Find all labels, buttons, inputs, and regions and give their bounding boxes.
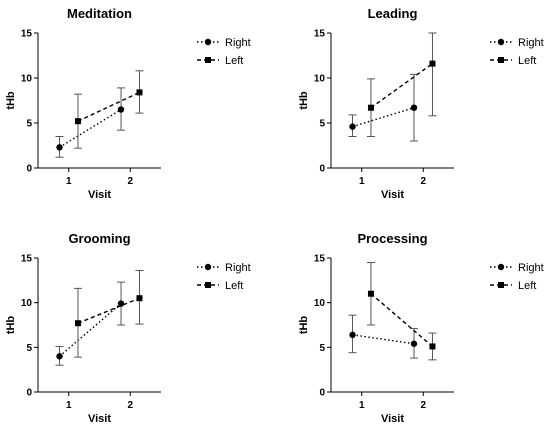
legend-label: Left [225, 280, 243, 292]
chart-title: Grooming [68, 231, 130, 246]
x-tick-label: 2 [420, 400, 426, 411]
series-line [59, 303, 122, 357]
legend: Right Left [197, 262, 251, 292]
legend-label: Left [518, 55, 536, 67]
y-tick-label: 15 [314, 29, 326, 40]
y-tick-label: 5 [26, 343, 32, 354]
x-tick-label: 2 [127, 176, 133, 187]
y-tick-label: 15 [21, 254, 33, 265]
y-tick-label: 0 [26, 388, 32, 399]
legend-label: Left [225, 55, 243, 67]
y-tick-label: 5 [319, 343, 325, 354]
y-tick-label: 10 [314, 74, 326, 85]
series-right [55, 87, 126, 158]
legend-label: Right [518, 37, 544, 49]
y-tick-label: 0 [26, 164, 32, 175]
legend-marker [497, 38, 505, 46]
chart-panel-2: Grooming 0 5 10 15 1 2 Visit tHb Right Left [5, 231, 251, 425]
y-tick-label: 15 [21, 29, 33, 40]
chart-panel-3: Processing 0 5 10 15 1 2 Visit tHb Right Left [298, 231, 544, 425]
x-tick-label: 1 [66, 400, 72, 411]
chart-title: Meditation [67, 6, 132, 21]
data-point [136, 295, 143, 302]
legend-marker [204, 38, 212, 46]
x-axis-label: Visit [88, 413, 111, 425]
series-left [73, 70, 144, 149]
y-tick-label: 0 [319, 164, 325, 175]
chart-title: Leading [368, 6, 418, 21]
y-tick-label: 5 [26, 119, 32, 130]
series-line [352, 107, 415, 128]
legend-label: Right [225, 37, 251, 49]
data-point [410, 340, 418, 347]
x-tick-label: 1 [359, 176, 365, 187]
x-tick-label: 2 [420, 176, 426, 187]
legend-marker [205, 57, 211, 63]
data-point [367, 290, 374, 297]
data-point [136, 89, 143, 96]
y-tick-label: 15 [314, 254, 326, 265]
series-line [370, 293, 433, 347]
data-point [410, 104, 418, 111]
series-line [370, 63, 433, 109]
chart-panel-0: Meditation 0 5 10 15 1 2 Visit tHb Right Left [5, 6, 251, 201]
legend-marker [498, 282, 504, 288]
series-left [366, 32, 437, 137]
x-axis-label: Visit [88, 189, 111, 201]
y-tick-label: 0 [319, 388, 325, 399]
data-point [429, 60, 436, 67]
x-axis-label: Visit [381, 413, 404, 425]
legend-label: Right [518, 262, 544, 274]
series-line [59, 108, 122, 148]
y-axis-label: tHb [5, 91, 17, 110]
chart-panel-1: Leading 0 5 10 15 1 2 Visit tHb Right Left [298, 6, 544, 201]
legend-marker [204, 263, 212, 271]
series-line [352, 334, 415, 345]
y-tick-label: 10 [21, 298, 33, 309]
y-axis-label: tHb [5, 316, 17, 335]
data-point [117, 106, 125, 113]
legend-marker [205, 282, 211, 288]
y-tick-label: 5 [319, 119, 325, 130]
data-point [349, 123, 356, 130]
data-point [349, 331, 356, 339]
legend: Right Left [197, 37, 251, 67]
x-tick-label: 1 [359, 400, 365, 411]
data-point [74, 320, 81, 327]
legend-marker [497, 263, 505, 271]
series-right [348, 73, 419, 142]
x-tick-label: 1 [66, 176, 72, 187]
series-left [366, 261, 437, 361]
series-right [55, 281, 126, 366]
legend-label: Left [518, 280, 536, 292]
series-line [77, 91, 140, 122]
y-axis-label: tHb [298, 316, 310, 335]
data-point [74, 118, 81, 125]
chart-title: Processing [357, 231, 427, 246]
data-point [56, 144, 63, 151]
data-point [56, 353, 63, 360]
series-line [77, 297, 140, 324]
data-point [117, 300, 125, 307]
legend: Right Left [490, 262, 544, 292]
y-axis-label: tHb [298, 91, 310, 110]
series-left [73, 270, 144, 358]
x-axis-label: Visit [381, 189, 404, 201]
legend-label: Right [225, 262, 251, 274]
legend-marker [498, 57, 504, 63]
series-right [348, 314, 419, 359]
y-tick-label: 10 [21, 74, 33, 85]
data-point [367, 104, 374, 111]
data-point [429, 343, 436, 350]
x-tick-label: 2 [127, 400, 133, 411]
legend: Right Left [490, 37, 544, 67]
y-tick-label: 10 [314, 298, 326, 309]
